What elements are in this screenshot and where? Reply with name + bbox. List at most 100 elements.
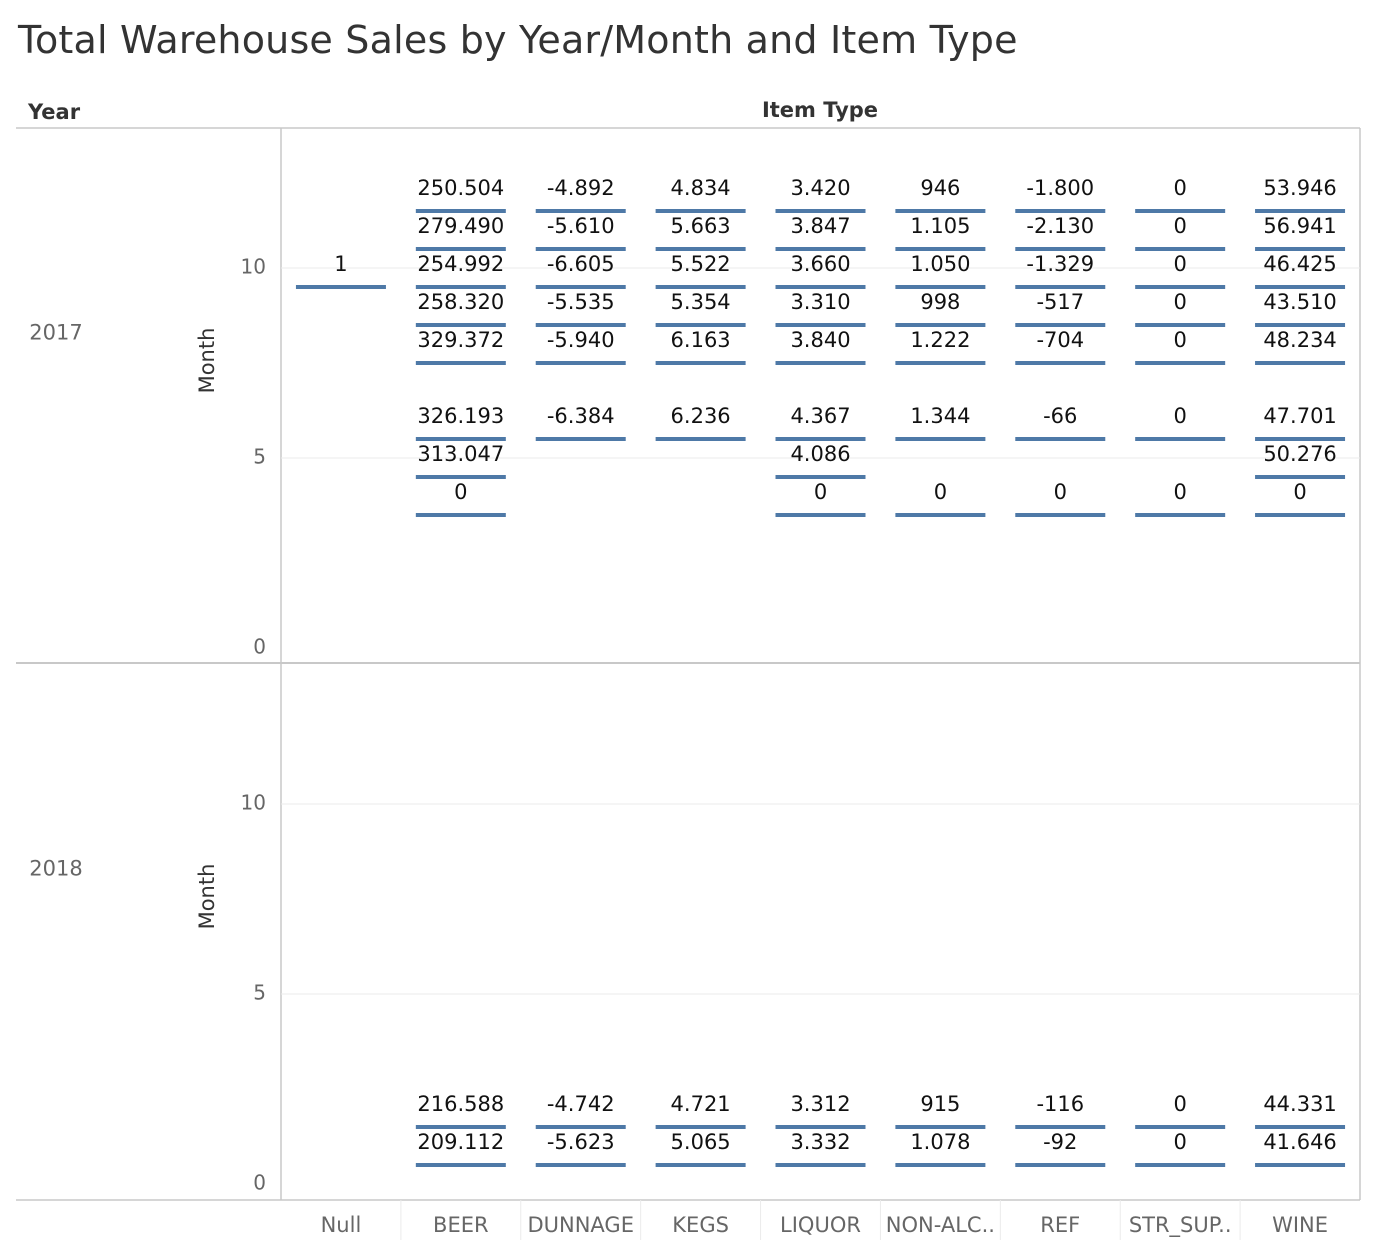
data-label: 5.354: [671, 290, 731, 314]
x-category-label: LIQUOR: [780, 1213, 861, 1237]
x-axis-categories: Null BEER DUNNAGE KEGS LIQUOR NON-ALC.. REF STR…: [321, 1200, 1328, 1240]
data-label: 3.310: [790, 290, 850, 314]
x-category-label: NON-ALC..: [886, 1213, 995, 1237]
data-label: 46.425: [1263, 252, 1336, 276]
data-label: 998: [920, 290, 960, 314]
data-label: -116: [1036, 1092, 1084, 1116]
data-label: 1: [334, 252, 347, 276]
data-label: 3.660: [790, 252, 850, 276]
column-header-item-type: Item Type: [762, 98, 878, 122]
data-label: 250.504: [417, 176, 504, 200]
data-label: 0: [1173, 480, 1186, 504]
data-label: 0: [1173, 252, 1186, 276]
data-label: 329.372: [417, 328, 504, 352]
data-label: -5.535: [547, 290, 615, 314]
data-label: 0: [1054, 480, 1067, 504]
data-label: 258.320: [417, 290, 504, 314]
panel-2018: 2018 Month 0 5 10 216.588 209.112 -4.742 -5.623 4…: [29, 791, 1360, 1195]
data-label: 4.086: [790, 442, 850, 466]
data-label: 0: [1173, 1130, 1186, 1154]
x-category-label: DUNNAGE: [527, 1213, 634, 1237]
data-label: 0: [454, 480, 467, 504]
data-label: 0: [1173, 290, 1186, 314]
data-label: 0: [1173, 1092, 1186, 1116]
data-label: 915: [920, 1092, 960, 1116]
data-label: 1.344: [910, 404, 970, 428]
y-axis-title: Month: [195, 864, 219, 930]
data-label: 254.992: [417, 252, 504, 276]
data-label: 4.367: [790, 404, 850, 428]
row-header-year: Year: [27, 100, 81, 124]
x-category-label: BEER: [433, 1213, 489, 1237]
data-label: 279.490: [417, 214, 504, 238]
data-label: -66: [1043, 404, 1077, 428]
data-label: 5.065: [671, 1130, 731, 1154]
x-category-label: REF: [1040, 1213, 1080, 1237]
x-category-label: WINE: [1272, 1213, 1328, 1237]
data-label: 3.847: [790, 214, 850, 238]
chart-frame: [16, 127, 1361, 1201]
y-tick-label: 10: [241, 791, 266, 815]
data-label: -5.623: [547, 1130, 615, 1154]
panel-2017: 2017 Month 0 5 10 1 250.504 279.490 254.992 258.3…: [29, 176, 1360, 659]
data-label: 0: [1173, 176, 1186, 200]
data-label: -2.130: [1026, 214, 1094, 238]
data-label: 1.050: [910, 252, 970, 276]
data-label: -5.940: [547, 328, 615, 352]
data-label: 41.646: [1263, 1130, 1336, 1154]
data-label: 946: [920, 176, 960, 200]
chart-panels: 2017 Month 0 5 10 1 250.504 279.490 254.992 258.3…: [29, 176, 1360, 1195]
data-label: 48.234: [1263, 328, 1336, 352]
data-label: -704: [1036, 328, 1084, 352]
data-label: -5.610: [547, 214, 615, 238]
x-category-label: STR_SUP..: [1129, 1213, 1232, 1238]
data-label: 53.946: [1263, 176, 1336, 200]
data-label: 0: [1173, 214, 1186, 238]
data-label: 4.721: [671, 1092, 731, 1116]
data-label: 209.112: [417, 1130, 504, 1154]
data-label: 326.193: [417, 404, 504, 428]
data-label: 4.834: [671, 176, 731, 200]
data-label: -6.605: [547, 252, 615, 276]
data-label: 43.510: [1263, 290, 1336, 314]
y-tick-label: 10: [241, 255, 266, 279]
data-label: 50.276: [1263, 442, 1336, 466]
chart-headers: Year Item Type: [27, 98, 878, 124]
y-tick-label: 5: [253, 445, 266, 469]
y-axis-title: Month: [195, 328, 219, 394]
data-label: -517: [1036, 290, 1084, 314]
year-label: 2017: [29, 321, 82, 345]
data-label: 5.663: [671, 214, 731, 238]
year-label: 2018: [29, 857, 82, 881]
data-label: 0: [1173, 404, 1186, 428]
data-label: 3.420: [790, 176, 850, 200]
data-label: 6.236: [671, 404, 731, 428]
data-label: 56.941: [1263, 214, 1336, 238]
x-category-label: Null: [321, 1213, 362, 1237]
data-label: -4.742: [547, 1092, 615, 1116]
data-label: 0: [1173, 328, 1186, 352]
data-label: 1.105: [910, 214, 970, 238]
data-label: 47.701: [1263, 404, 1336, 428]
data-label: 1.222: [910, 328, 970, 352]
data-label: 3.840: [790, 328, 850, 352]
y-tick-label: 0: [253, 635, 266, 659]
data-label: 1.078: [910, 1130, 970, 1154]
data-label: 3.332: [790, 1130, 850, 1154]
data-label: -1.800: [1026, 176, 1094, 200]
data-label: 216.588: [417, 1092, 504, 1116]
data-label: 5.522: [671, 252, 731, 276]
data-label: 6.163: [671, 328, 731, 352]
data-label: 313.047: [417, 442, 504, 466]
data-label: -6.384: [547, 404, 615, 428]
y-tick-label: 0: [253, 1171, 266, 1195]
data-label: 0: [934, 480, 947, 504]
chart-title: Total Warehouse Sales by Year/Month and …: [18, 18, 1018, 62]
data-label: -92: [1043, 1130, 1077, 1154]
y-tick-label: 5: [253, 981, 266, 1005]
data-label: 3.312: [790, 1092, 850, 1116]
x-category-label: KEGS: [672, 1213, 729, 1237]
data-label: 0: [814, 480, 827, 504]
data-label: -4.892: [547, 176, 615, 200]
